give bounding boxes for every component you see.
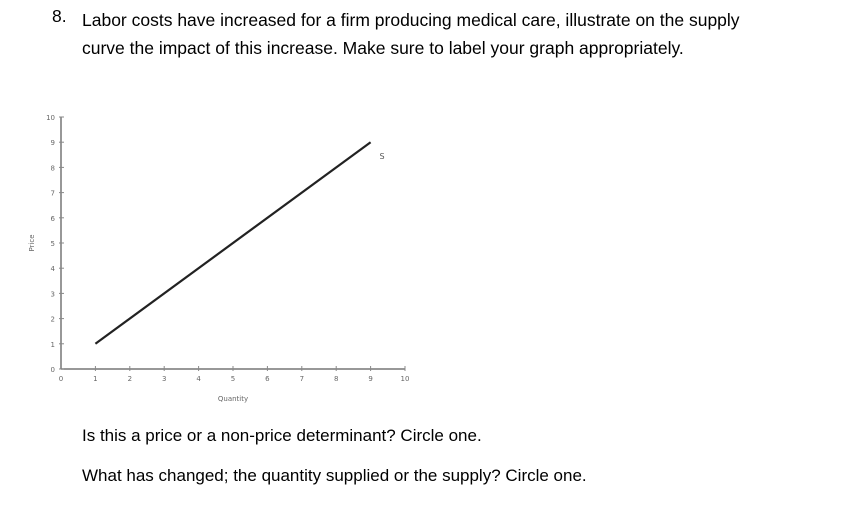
followup-price-determinant: Is this a price or a non-price determina… <box>82 426 482 445</box>
x-tick-label: 10 <box>401 375 410 383</box>
supply-curve-label: S <box>379 152 384 161</box>
supply-curve <box>94 141 372 345</box>
y-tick-label: 5 <box>51 240 55 248</box>
x-tick-label: 5 <box>231 375 235 383</box>
y-tick-label: 3 <box>51 290 55 298</box>
x-axis-label: Quantity <box>218 395 248 403</box>
y-tick-label: 4 <box>51 265 56 273</box>
y-axis-label: Price <box>28 234 36 251</box>
y-tick-label: 2 <box>51 316 55 324</box>
x-tick-label: 3 <box>162 375 166 383</box>
x-tick-label: 2 <box>128 375 132 383</box>
y-tick-label: 10 <box>46 114 55 122</box>
y-tick-label: 7 <box>51 190 55 198</box>
y-tick-label: 1 <box>51 341 55 349</box>
y-tick-label: 6 <box>51 215 56 223</box>
y-tick-label: 0 <box>51 366 55 374</box>
x-tick-label: 7 <box>300 375 304 383</box>
question-line-1: Labor costs have increased for a firm pr… <box>82 10 740 30</box>
x-tick-label: 9 <box>368 375 372 383</box>
x-tick-label: 0 <box>59 375 63 383</box>
y-tick-label: 8 <box>51 164 55 172</box>
followup-what-changed: What has changed; the quantity supplied … <box>82 466 587 485</box>
question-line-2: curve the impact of this increase. Make … <box>82 38 684 58</box>
x-tick-label: 8 <box>334 375 338 383</box>
x-tick-label: 4 <box>196 375 201 383</box>
supply-chart: 0 1 2 3 4 5 6 7 8 9 10 0 1 2 3 4 5 6 7 8 9 10 Quantity Price S <box>0 105 430 415</box>
y-tick-label: 9 <box>51 139 55 147</box>
question-number: 8. <box>52 6 67 26</box>
x-tick-label: 1 <box>93 375 97 383</box>
question-text: Labor costs have increased for a firm pr… <box>82 6 802 62</box>
supply-chart-svg: 0 1 2 3 4 5 6 7 8 9 10 0 1 2 3 4 5 6 7 8 9 10 Quantity Price S <box>28 114 410 403</box>
x-tick-label: 6 <box>265 375 270 383</box>
